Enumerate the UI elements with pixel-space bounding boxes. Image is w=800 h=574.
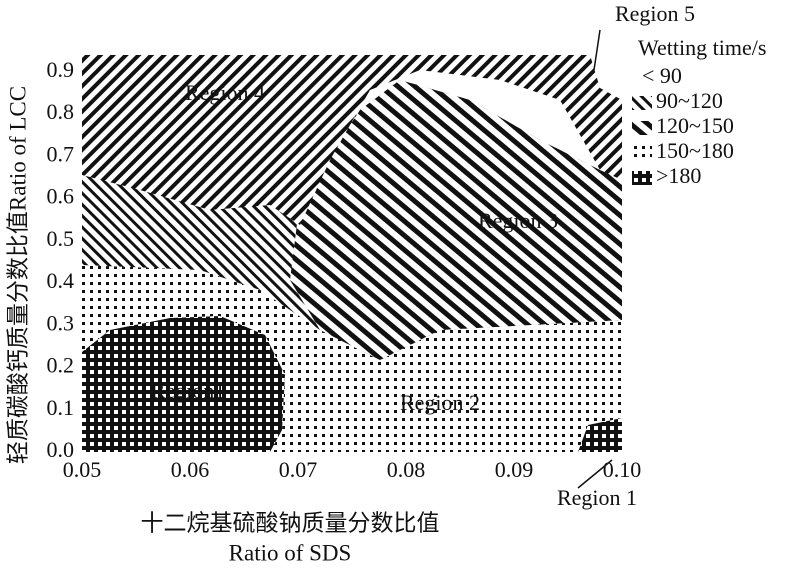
y-tick-label: 0.4 [47,268,75,293]
y-tick-label: 0.9 [47,57,75,82]
legend-label: < 90 [642,63,682,88]
legend-label: >180 [656,163,701,188]
x-tick-label: 0.06 [171,457,210,482]
y-tick-label: 0.3 [47,310,75,335]
region-gt-180 [578,418,622,452]
region-lt-90 [82,55,622,225]
region-120-150 [290,80,622,360]
x-axis-label: 十二烷基硫酸钠质量分数比值 [141,510,440,535]
y-tick-label: 0.5 [47,226,75,251]
y-tick-label: 0.8 [47,99,75,124]
contour-regions [82,55,622,452]
legend-label: 120~150 [656,113,734,138]
legend-label: 90~120 [656,88,723,113]
x-tick-label: 0.05 [63,457,102,482]
x-tick-label: 0.07 [279,457,318,482]
leader-line [593,29,601,71]
y-tick-label: 0.2 [47,353,75,378]
annotation: Region 2 [400,390,480,415]
legend-swatch [632,121,652,135]
legend-swatch [632,96,652,110]
x-tick-label: 0.08 [387,457,426,482]
y-tick-label: 0.1 [47,395,75,420]
annotation: Region 5 [615,1,695,26]
y-tick-label: 0.7 [47,141,75,166]
annotation: Region1 [151,378,226,403]
y-tick-label: 0.0 [47,437,75,462]
legend-title: Wetting time/s [638,35,766,60]
region-gt-180 [82,316,285,452]
annotation: Region 4 [185,80,265,105]
x-axis-label: Ratio of SDS [229,540,352,565]
x-tick-label: 0.10 [603,457,642,482]
leader-line [577,459,613,489]
legend-label: 150~180 [656,138,734,163]
y-axis-label: 轻质碳酸钙质量分数比值Ratio of LCC [5,86,30,464]
legend-swatch [632,171,652,185]
annotation: Region 3 [478,208,558,233]
x-tick-label: 0.09 [495,457,534,482]
annotation: Region 1 [557,485,637,510]
y-tick-label: 0.6 [47,184,75,209]
legend-swatch [632,146,652,160]
